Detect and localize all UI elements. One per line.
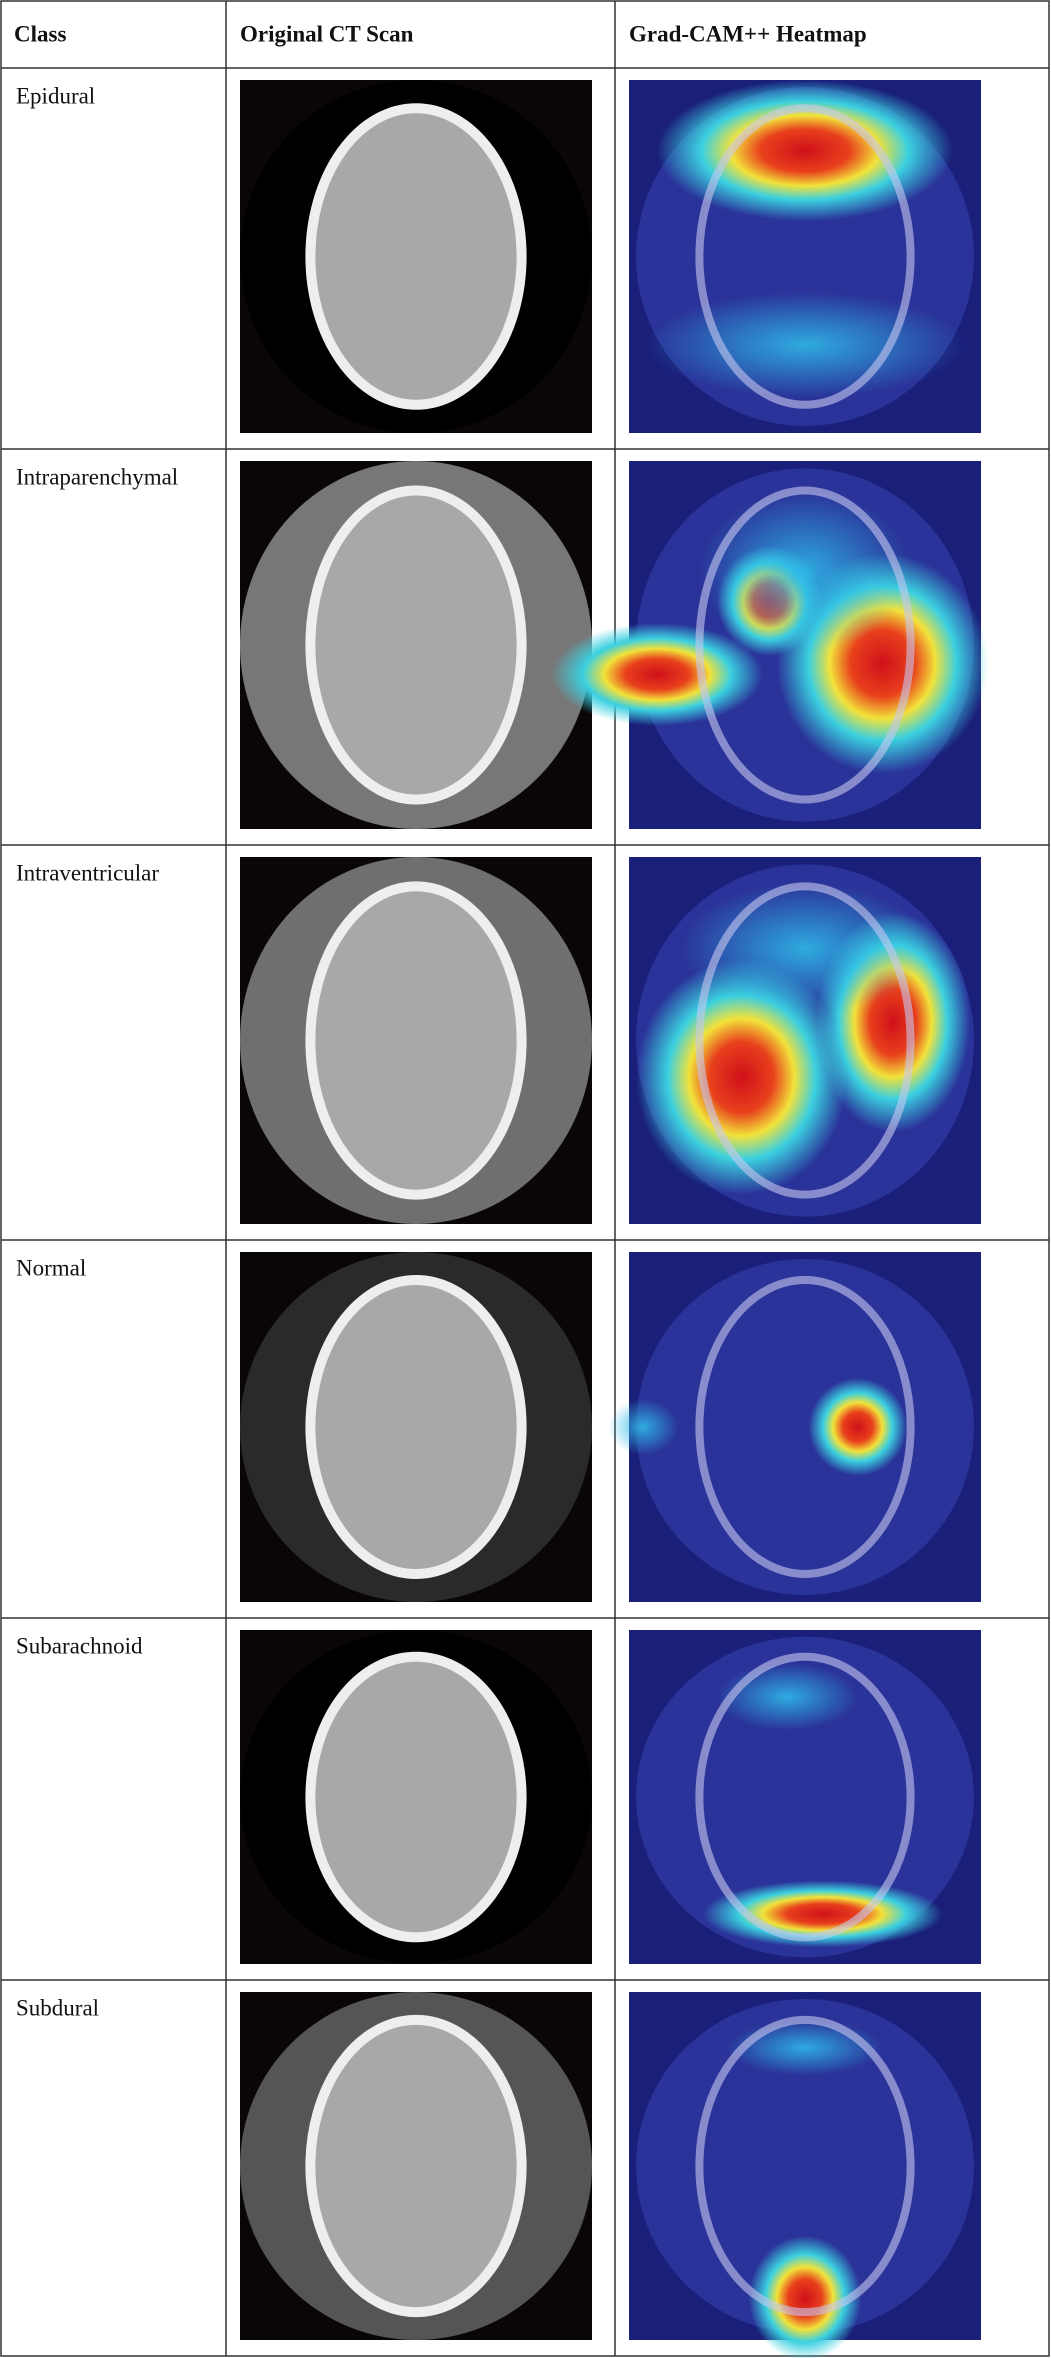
class-label: Subdural (16, 1995, 99, 2020)
heatmap-skull (695, 486, 915, 804)
heatmap-hotspot (727, 2019, 883, 2076)
heatmap-skull (695, 1276, 915, 1578)
heatmap-skull (695, 104, 915, 409)
heatmap-hotspot (646, 291, 964, 398)
heatmap-skull (695, 1652, 915, 1942)
ct-skull (305, 103, 527, 410)
heatmap-hotspot (748, 2235, 862, 2358)
heatmap-hotspot (607, 1399, 679, 1455)
ct-skull (305, 881, 527, 1200)
class-label: Normal (16, 1255, 86, 1280)
column-header: Grad-CAM++ Heatmap (629, 21, 867, 46)
ct-skull (305, 1651, 527, 1943)
heatmap-hotspot (636, 959, 848, 1195)
column-header: Class (14, 21, 66, 46)
heatmap-hotspot (717, 1663, 858, 1731)
class-label: Subarachnoid (16, 1633, 143, 1658)
ct-skull (305, 2014, 527, 2318)
ct-skull (305, 485, 527, 805)
heatmap-hotspot (699, 490, 911, 653)
class-label: Epidural (16, 83, 95, 108)
heatmap-skull (695, 2015, 915, 2317)
heatmap-hotspot (808, 1378, 908, 1476)
ct-skull (305, 1275, 527, 1579)
heatmap-head (636, 1259, 974, 1595)
class-label: Intraparenchymal (16, 464, 178, 489)
heatmap-skull (695, 882, 915, 1199)
class-label: Intraventricular (16, 860, 159, 885)
heatmap-hotspot (657, 80, 953, 222)
column-header: Original CT Scan (240, 21, 414, 46)
heatmap-hotspot (551, 622, 763, 726)
